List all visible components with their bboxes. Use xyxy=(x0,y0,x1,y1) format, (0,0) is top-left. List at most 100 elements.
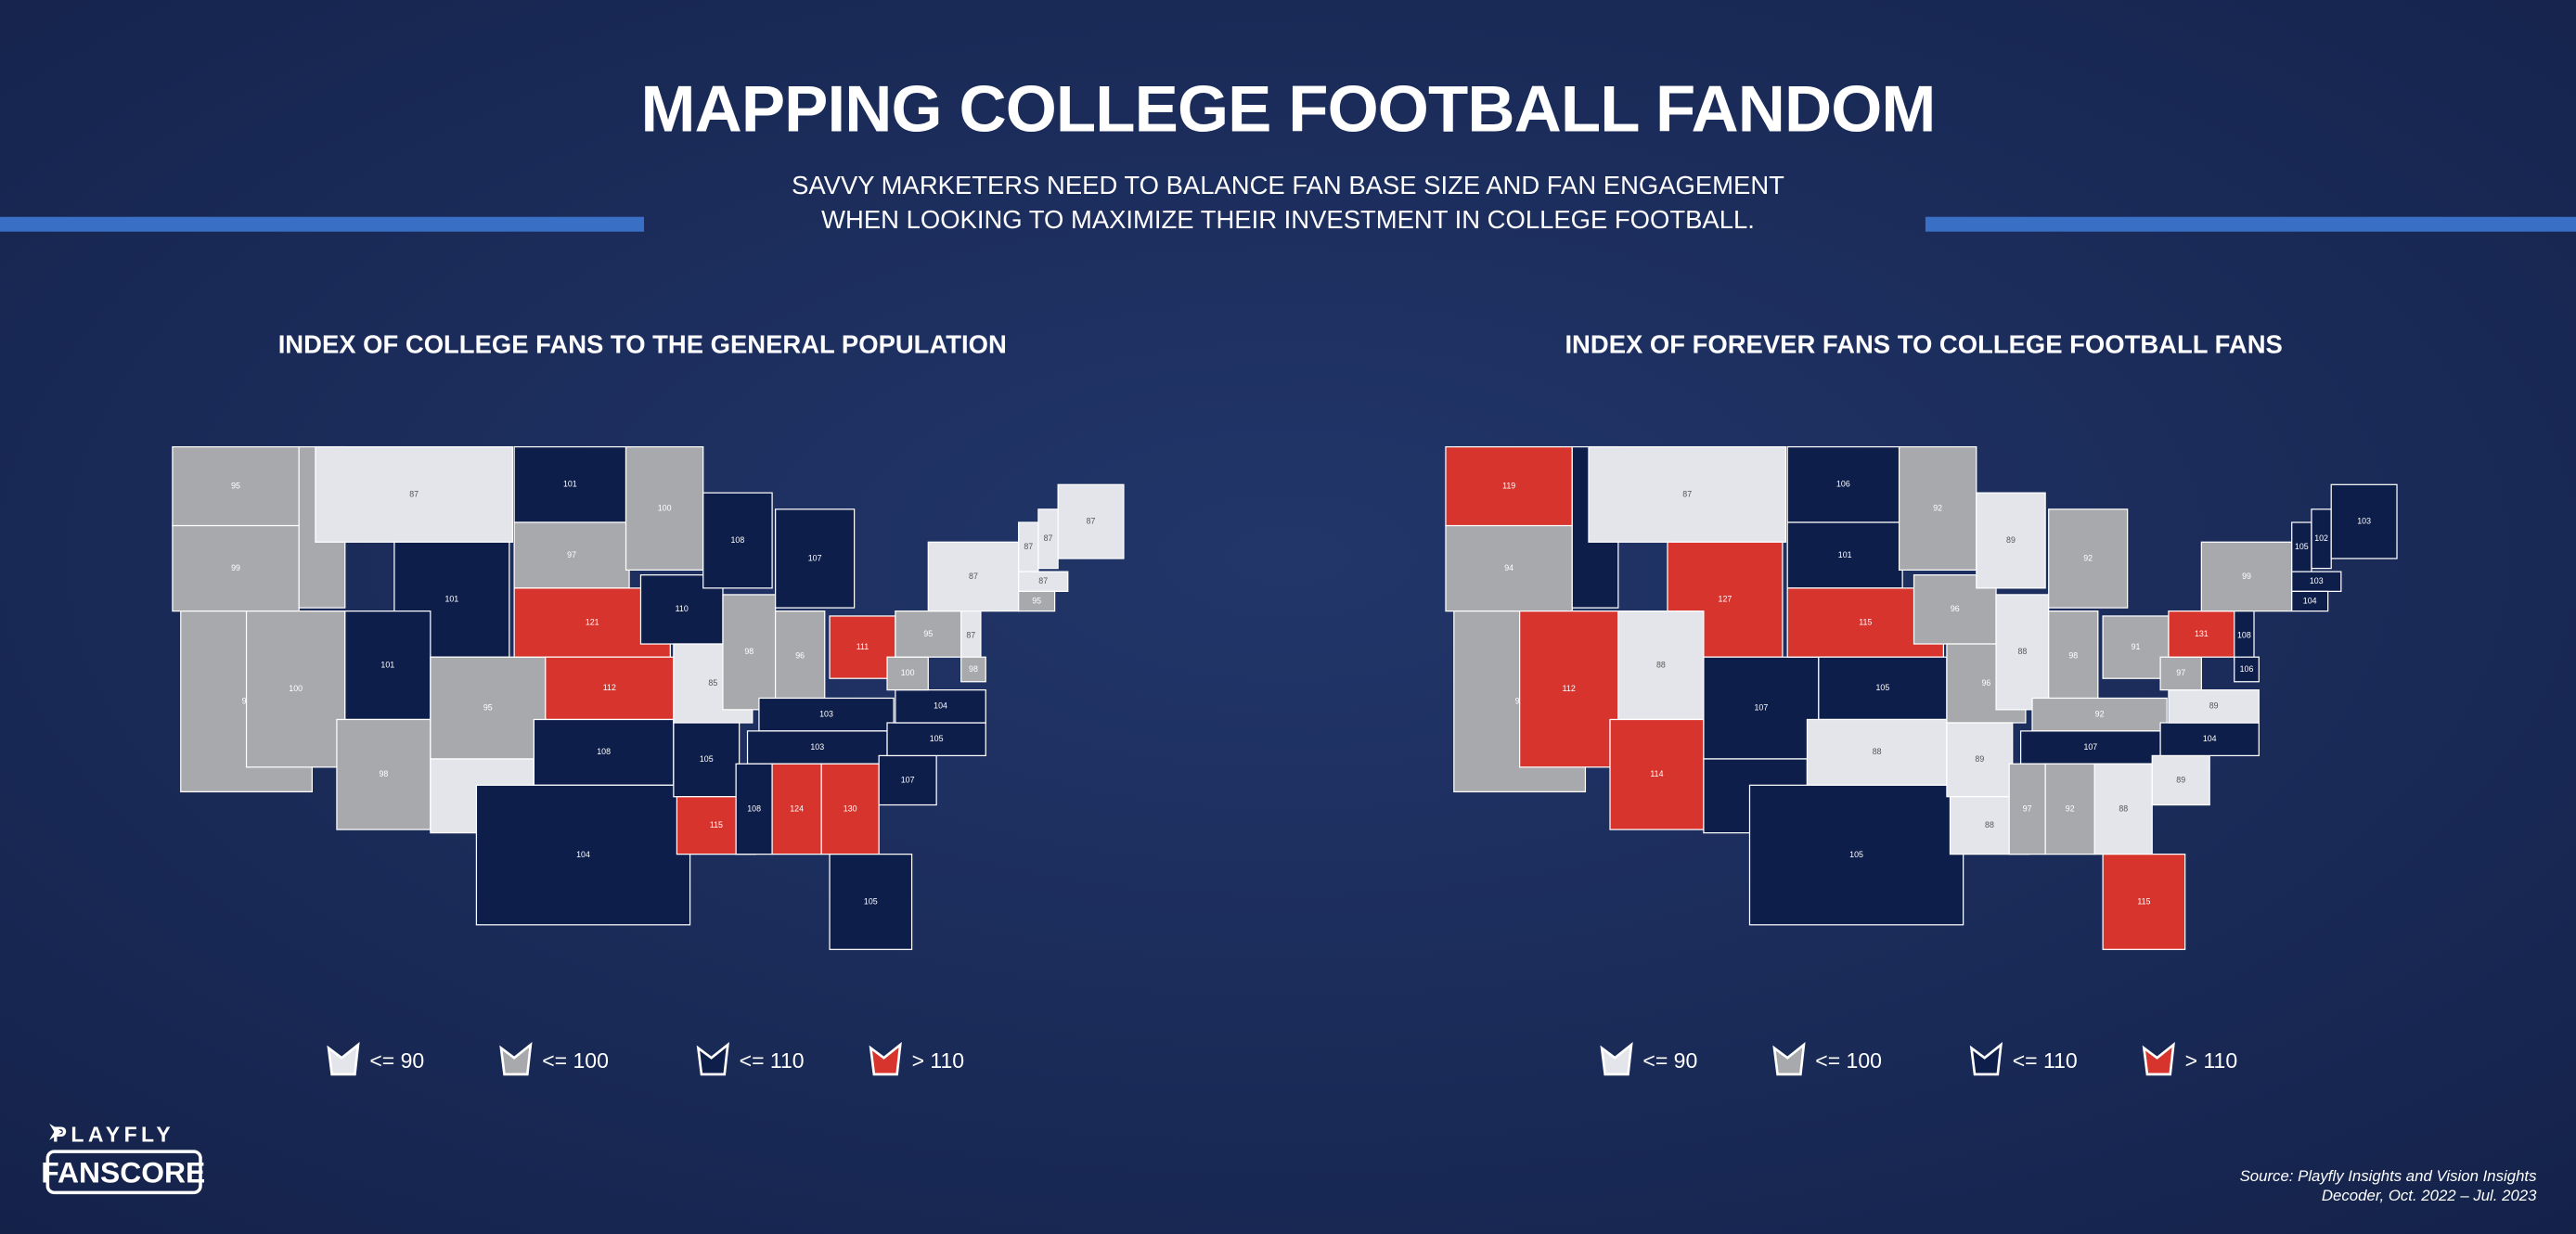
state xyxy=(2159,722,2260,757)
legend-icon xyxy=(696,1041,729,1076)
state-value: 105 xyxy=(864,896,878,906)
state xyxy=(344,611,431,721)
state-value: 87 xyxy=(409,489,419,498)
state xyxy=(746,730,888,765)
map-title: INDEX OF FOREVER FANS TO COLLEGE FOOTBAL… xyxy=(1565,330,2282,359)
state-value: 107 xyxy=(2083,742,2097,752)
legend-label: <= 100 xyxy=(542,1048,609,1073)
state-value: 88 xyxy=(1656,660,1666,669)
state-value: 88 xyxy=(1985,820,1994,829)
legend-icon xyxy=(2142,1041,2175,1076)
state xyxy=(2048,611,2099,702)
state-value: 92 xyxy=(2066,803,2075,813)
state xyxy=(702,492,773,589)
state-value: 115 xyxy=(1859,617,1872,626)
state xyxy=(775,508,856,609)
state-value: 88 xyxy=(2119,803,2128,813)
state-value: 112 xyxy=(603,683,616,692)
state-value: 87 xyxy=(1682,489,1692,498)
state xyxy=(2019,730,2161,765)
state xyxy=(315,445,513,543)
state-value: 105 xyxy=(700,754,714,764)
state-value: 92 xyxy=(2095,710,2105,719)
state-value: 100 xyxy=(901,668,915,677)
state-value: 103 xyxy=(819,710,833,719)
state-value: 104 xyxy=(934,701,947,711)
state xyxy=(1609,718,1705,830)
state-value: 96 xyxy=(1982,678,1991,688)
state xyxy=(513,521,630,589)
state-value: 91 xyxy=(2132,642,2141,651)
state-value: 105 xyxy=(2295,542,2309,551)
state-value: 88 xyxy=(1873,747,1882,756)
state-value: 101 xyxy=(380,660,394,669)
legend-icon xyxy=(1600,1041,1633,1076)
state xyxy=(1057,483,1125,559)
state xyxy=(673,722,741,798)
state-value: 107 xyxy=(808,553,822,562)
state-value: 95 xyxy=(231,481,240,490)
state-value: 119 xyxy=(1502,481,1515,490)
title: MAPPING COLLEGE FOOTBALL FANDOM xyxy=(640,73,1935,147)
state xyxy=(1976,492,2046,589)
state-value: 112 xyxy=(1563,684,1576,693)
state xyxy=(336,718,431,830)
state-value: 115 xyxy=(710,820,723,829)
state-value: 101 xyxy=(563,480,577,489)
state-value: 108 xyxy=(747,803,761,813)
state-value: 89 xyxy=(2209,701,2219,711)
state xyxy=(1703,656,1820,760)
state-value: 104 xyxy=(2203,734,2217,743)
state xyxy=(775,611,826,702)
state-value: 98 xyxy=(2068,651,2078,661)
state-value: 87 xyxy=(1087,516,1096,525)
legend-icon xyxy=(1772,1041,1806,1076)
state xyxy=(1786,445,1900,523)
state xyxy=(513,445,627,523)
state-value: 107 xyxy=(1754,702,1768,712)
legend-label: > 110 xyxy=(2185,1048,2238,1073)
state xyxy=(1946,722,2014,798)
state-value: 96 xyxy=(1951,604,1960,613)
state-value: 87 xyxy=(969,572,978,581)
logo-brand: PLAYFLY xyxy=(53,1122,175,1146)
state-value: 107 xyxy=(901,775,915,784)
state xyxy=(2093,763,2153,855)
state xyxy=(245,611,346,768)
state-value: 104 xyxy=(576,850,590,859)
state xyxy=(820,763,880,855)
state xyxy=(2168,688,2260,724)
state-value: 92 xyxy=(1933,503,1942,512)
state-value: 131 xyxy=(2195,629,2209,638)
state xyxy=(2008,763,2046,855)
state xyxy=(2200,541,2293,612)
state xyxy=(2159,656,2202,691)
logo-box xyxy=(45,1150,202,1195)
state-value: 95 xyxy=(923,629,933,638)
accent-bar xyxy=(0,216,644,232)
state xyxy=(545,656,675,721)
state xyxy=(758,697,895,732)
state-value: 115 xyxy=(2137,896,2150,906)
subtitle: SAVVY MARKETERS NEED TO BALANCE FAN BASE… xyxy=(792,171,1784,199)
legend-icon xyxy=(1969,1041,2003,1076)
state-value: 89 xyxy=(1975,754,1984,764)
logo-icon xyxy=(49,1123,63,1140)
state xyxy=(1995,594,2050,711)
state-value: 87 xyxy=(1038,576,1048,585)
state-value: 88 xyxy=(2017,647,2027,656)
state xyxy=(1617,611,1705,721)
state-value: 108 xyxy=(731,535,745,545)
state-value: 100 xyxy=(658,503,672,512)
state-value: 95 xyxy=(1032,596,1041,605)
state-value: 97 xyxy=(2023,803,2032,813)
state xyxy=(1519,611,1619,768)
logo-product: FANSCORE xyxy=(41,1156,205,1189)
state xyxy=(878,754,937,806)
source: Decoder, Oct. 2022 – Jul. 2023 xyxy=(2322,1187,2537,1204)
state xyxy=(1748,784,1964,926)
state-value: 110 xyxy=(676,604,689,613)
state xyxy=(1588,445,1787,543)
state-value: 105 xyxy=(930,734,944,743)
